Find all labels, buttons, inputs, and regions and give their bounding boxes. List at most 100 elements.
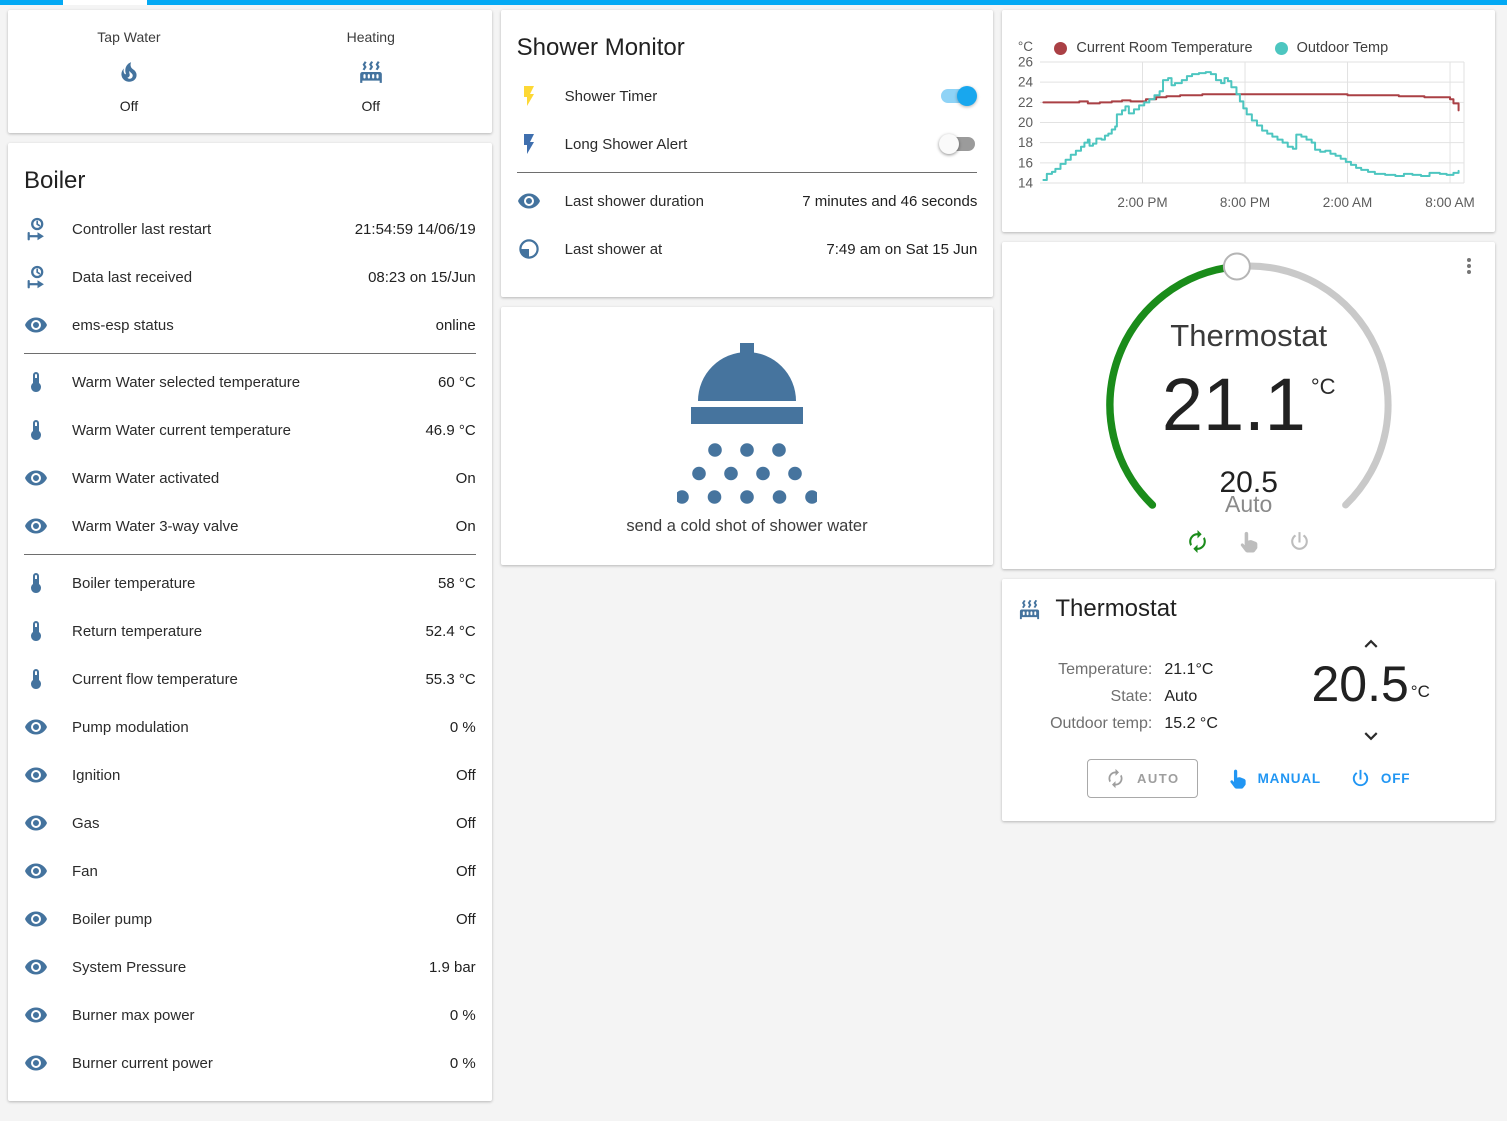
dial-arc-track [1233, 262, 1392, 509]
entity-value: 1.9 bar [428, 958, 476, 976]
thermostat-info-value: Auto [1164, 688, 1198, 705]
entity-row[interactable]: Fan Off [8, 847, 492, 895]
entity-value: 7 minutes and 46 seconds [802, 192, 978, 210]
entity-value: 08:23 on 15/Jun [368, 268, 476, 286]
entity-row[interactable]: Burner current power 0 % [8, 1039, 492, 1087]
entity-row[interactable]: Warm Water selected temperature 60 °C [8, 358, 492, 406]
entity-value: Off [455, 766, 476, 784]
entity-value: On [455, 517, 476, 535]
auto-mode-button[interactable]: AUTO [1087, 759, 1198, 798]
toggle-switch[interactable] [939, 134, 977, 154]
svg-text:14: 14 [1018, 176, 1034, 191]
dial-title: Thermostat [1170, 318, 1328, 353]
switch-row: Long Shower Alert [501, 120, 994, 168]
entity-row[interactable]: Last shower duration 7 minutes and 46 sec… [501, 177, 994, 225]
entity-label: ems-esp status [72, 316, 174, 334]
entity-label: Ignition [72, 766, 121, 784]
entity-value: 58 °C [437, 574, 476, 592]
dashboard: Tap Water Off Heating Off Boiler Controller… [0, 5, 1507, 1101]
svg-text:22: 22 [1018, 95, 1033, 110]
entity-row[interactable]: ems-esp status online [8, 301, 492, 349]
toggle-switch[interactable] [939, 86, 978, 106]
entity-row[interactable]: Warm Water current temperature 46.9 °C [8, 406, 492, 454]
eye-icon [24, 715, 48, 739]
shower-cold-shot-label: send a cold shot of shower water [626, 516, 868, 535]
svg-text:2:00 PM: 2:00 PM [1118, 195, 1168, 210]
entity-label: Boiler temperature [72, 574, 196, 592]
entity-row[interactable]: Warm Water 3-way valve On [8, 502, 492, 550]
entity-row[interactable]: Burner max power 0 % [8, 991, 492, 1039]
thermostat-info-label: State: [1110, 688, 1153, 705]
manual-mode-button[interactable]: MANUAL [1226, 767, 1321, 790]
flash-icon [517, 84, 541, 108]
switch-row: Shower Timer [501, 72, 994, 120]
autorenew-icon[interactable] [1185, 529, 1210, 554]
entity-value: On [455, 469, 476, 487]
fire-icon [116, 59, 142, 85]
entity-row[interactable]: Boiler temperature 58 °C [8, 559, 492, 607]
entity-row[interactable]: Controller last restart 21:54:59 14/06/19 [8, 205, 492, 253]
entity-row[interactable]: Current flow temperature 55.3 °C [8, 655, 492, 703]
chevron-up-icon[interactable] [1356, 631, 1386, 657]
entity-label: Burner max power [72, 1006, 195, 1024]
svg-text:16: 16 [1018, 155, 1033, 170]
off-mode-button[interactable]: OFF [1349, 767, 1410, 790]
entity-row[interactable]: System Pressure 1.9 bar [8, 943, 492, 991]
entity-row[interactable]: Ignition Off [8, 751, 492, 799]
shower-cold-shot-button[interactable]: send a cold shot of shower water [500, 307, 994, 565]
entity-value: 60 °C [437, 373, 476, 391]
entity-row[interactable]: Last shower at 7:49 am on Sat 15 Jun [501, 225, 994, 273]
eye-icon [24, 1051, 48, 1075]
entity-value: 55.3 °C [425, 670, 476, 688]
chevron-down-icon[interactable] [1356, 723, 1386, 749]
thermostat-info-label: Outdoor temp: [1050, 715, 1153, 732]
temperature-history-chart-card: 14 16 18 20 22 24 26 2:00 PM 8:00 PM 2:00 AM 8:00 … [1002, 10, 1496, 232]
entity-label: Pump modulation [72, 718, 189, 736]
dial-current-temperature: 21.1 °C [1161, 363, 1336, 446]
entity-row[interactable]: Return temperature 52.4 °C [8, 607, 492, 655]
clock-pie-icon [517, 237, 541, 261]
switch-label: Shower Timer [564, 87, 658, 105]
eye-icon [24, 1003, 48, 1027]
glance-item-label: Tap Water [97, 29, 161, 45]
entity-label: Data last received [72, 268, 193, 286]
entity-value: 21:54:59 14/06/19 [354, 220, 476, 238]
chart-legend: Current Room Temperature Outdoor Temp [1054, 40, 1388, 56]
dial-mode: Auto [1225, 491, 1273, 517]
glance-card: Tap Water Off Heating Off [8, 10, 492, 133]
entity-label: System Pressure [72, 958, 187, 976]
entity-row[interactable]: Pump modulation 0 % [8, 703, 492, 751]
power-icon[interactable] [1287, 529, 1312, 554]
legend-dot [1274, 41, 1288, 55]
thermostat-setpoint-unit: °C [1410, 682, 1430, 701]
hand-icon[interactable] [1236, 529, 1261, 554]
entity-label: Warm Water current temperature [72, 421, 291, 439]
thermometer-icon [24, 667, 48, 691]
entity-row[interactable]: Data last received 08:23 on 15/Jun [8, 253, 492, 301]
dial-mode-buttons [1002, 529, 1495, 554]
entity-label: Warm Water 3-way valve [72, 517, 239, 535]
entity-row[interactable]: Gas Off [8, 799, 492, 847]
eye-icon [24, 811, 48, 835]
shower-monitor-card: Shower Monitor Shower Timer Long Shower A… [500, 10, 994, 297]
glance-item-tap-water[interactable]: Tap Water Off [8, 29, 250, 114]
entity-row[interactable]: Boiler pump Off [8, 895, 492, 943]
svg-text:24: 24 [1018, 75, 1034, 90]
glance-item-heating[interactable]: Heating Off [250, 29, 492, 114]
dial-setpoint: 20.5 [1219, 466, 1278, 499]
dial-knob[interactable] [1223, 252, 1252, 281]
eye-icon [24, 955, 48, 979]
eye-icon [517, 189, 541, 213]
thermostat-info-value: 15.2 °C [1164, 715, 1218, 732]
entity-value: online [435, 316, 476, 334]
thermostat-card-title: Thermostat [1055, 595, 1177, 622]
thermostat-info-label: Temperature: [1058, 661, 1153, 678]
dots-vertical-icon[interactable] [1457, 254, 1481, 278]
svg-text:°C: °C [1018, 39, 1033, 54]
svg-text:26: 26 [1018, 55, 1033, 70]
radiator-icon [358, 59, 384, 85]
active-tab-indicator[interactable] [63, 0, 147, 5]
entity-row[interactable]: Warm Water activated On [8, 454, 492, 502]
clock-start-icon [24, 217, 48, 241]
flash-icon [517, 132, 541, 156]
